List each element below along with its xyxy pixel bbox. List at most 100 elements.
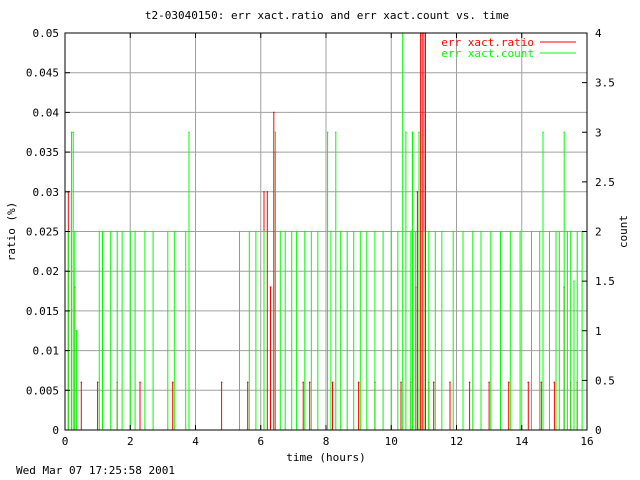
x-axis-label: time (hours) xyxy=(286,451,365,464)
data-point xyxy=(339,230,342,233)
data-point xyxy=(499,230,502,233)
data-point xyxy=(411,131,414,134)
data-point xyxy=(279,230,282,233)
y2-tick-label: 1 xyxy=(595,325,602,338)
data-point xyxy=(468,381,471,384)
legend-label: err xact.ratio xyxy=(441,36,534,49)
data-point xyxy=(166,230,169,233)
ticks: 0 2 4 6 8 10 12 14 1600.0050.010.0150.020.0250.0… xyxy=(26,27,615,448)
data-point xyxy=(98,230,101,233)
data-point xyxy=(566,230,569,233)
y-tick-label: 0.025 xyxy=(26,226,59,239)
x-tick-label: 6 xyxy=(257,435,264,448)
data-point xyxy=(73,230,76,233)
data-point xyxy=(519,230,521,233)
data-point xyxy=(290,230,293,233)
data-point xyxy=(434,230,437,233)
data-point xyxy=(308,381,311,384)
data-point xyxy=(382,230,384,233)
data-point xyxy=(310,230,313,233)
data-point xyxy=(188,131,190,134)
y-tick-label: 0.04 xyxy=(33,106,60,119)
y2-tick-label: 0 xyxy=(595,424,602,437)
data-point xyxy=(326,131,329,134)
data-point xyxy=(538,230,541,233)
y-tick-label: 0.035 xyxy=(26,146,59,159)
data-point xyxy=(480,230,482,233)
y-tick-label: 0.005 xyxy=(26,384,59,397)
legend-label: err xact.count xyxy=(441,47,534,60)
data-point xyxy=(472,230,474,233)
data-point xyxy=(70,131,73,134)
data-point xyxy=(452,230,455,233)
chart-title: t2-03040150: err xact.ratio and err xact… xyxy=(145,9,509,22)
data-point xyxy=(410,230,412,233)
x-tick-label: 0 xyxy=(62,435,69,448)
y2-tick-label: 2 xyxy=(595,226,602,239)
footer-timestamp: Wed Mar 07 17:25:58 2001 xyxy=(16,464,175,477)
data-point xyxy=(330,230,332,233)
data-point xyxy=(152,230,154,233)
data-point xyxy=(416,191,419,193)
data-point xyxy=(263,230,265,233)
data-point xyxy=(441,230,443,233)
y2-axis-label: count xyxy=(617,215,630,248)
y2-tick-label: 1.5 xyxy=(595,275,615,288)
data-point xyxy=(75,329,78,332)
data-point xyxy=(139,381,141,384)
data-point xyxy=(255,230,257,233)
data-point xyxy=(346,230,349,233)
data-point xyxy=(263,191,265,193)
y-tick-label: 0.03 xyxy=(33,186,60,199)
x-tick-label: 10 xyxy=(385,435,398,448)
y2-tick-label: 3.5 xyxy=(595,77,615,90)
data-point xyxy=(542,131,544,134)
x-tick-label: 4 xyxy=(192,435,199,448)
x-tick-label: 14 xyxy=(515,435,529,448)
data-point xyxy=(101,230,104,233)
data-point xyxy=(116,230,118,233)
data-point xyxy=(432,381,435,384)
y-tick-label: 0.01 xyxy=(33,345,60,358)
data-point xyxy=(144,230,146,233)
x-tick-label: 16 xyxy=(580,435,593,448)
data-point xyxy=(134,230,136,233)
data-point xyxy=(390,230,393,233)
data-point xyxy=(405,131,407,134)
data-point xyxy=(80,381,83,384)
series-count xyxy=(67,32,583,430)
data-point xyxy=(220,381,223,384)
x-tick-label: 12 xyxy=(450,435,463,448)
data-point xyxy=(488,381,490,384)
data-point xyxy=(266,191,269,193)
data-point xyxy=(563,131,565,134)
data-point xyxy=(302,381,304,384)
data-point xyxy=(374,230,376,233)
data-point xyxy=(171,381,174,384)
data-point xyxy=(540,381,543,384)
data-point xyxy=(357,381,360,384)
data-point xyxy=(238,230,241,233)
data-point xyxy=(274,131,277,134)
data-point xyxy=(246,381,249,384)
data-point xyxy=(449,381,451,384)
data-point xyxy=(548,230,551,233)
data-point xyxy=(553,381,556,384)
y2-tick-label: 4 xyxy=(595,27,602,40)
data-point xyxy=(184,230,187,233)
data-point xyxy=(121,230,123,233)
data-point xyxy=(573,280,575,282)
data-point xyxy=(359,230,362,233)
data-point xyxy=(462,230,464,233)
data-point xyxy=(269,286,272,288)
data-point xyxy=(423,230,425,233)
data-point xyxy=(396,230,399,233)
data-point xyxy=(418,131,420,134)
data-point xyxy=(129,230,132,233)
y-axis-label: ratio (%) xyxy=(5,202,18,262)
data-point xyxy=(489,230,492,233)
data-point xyxy=(400,381,402,384)
data-point xyxy=(527,381,530,384)
